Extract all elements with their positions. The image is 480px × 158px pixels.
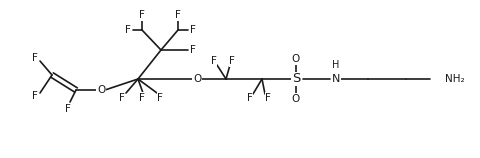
Text: O: O — [193, 74, 201, 84]
Text: F: F — [265, 93, 271, 103]
Text: F: F — [157, 93, 163, 103]
Text: F: F — [211, 56, 217, 66]
Text: F: F — [119, 93, 125, 103]
Text: O: O — [292, 54, 300, 64]
Text: F: F — [190, 45, 196, 55]
Text: S: S — [292, 73, 300, 85]
Text: F: F — [190, 25, 196, 35]
Text: NH₂: NH₂ — [445, 74, 465, 84]
Text: F: F — [139, 10, 145, 20]
Text: F: F — [247, 93, 253, 103]
Text: F: F — [175, 10, 181, 20]
Text: N: N — [332, 74, 340, 84]
Text: O: O — [97, 85, 105, 95]
Text: F: F — [32, 53, 38, 63]
Text: F: F — [229, 56, 235, 66]
Text: F: F — [139, 93, 145, 103]
Text: O: O — [292, 94, 300, 104]
Text: F: F — [32, 91, 38, 101]
Text: H: H — [332, 60, 340, 70]
Text: F: F — [65, 104, 71, 114]
Text: F: F — [125, 25, 131, 35]
